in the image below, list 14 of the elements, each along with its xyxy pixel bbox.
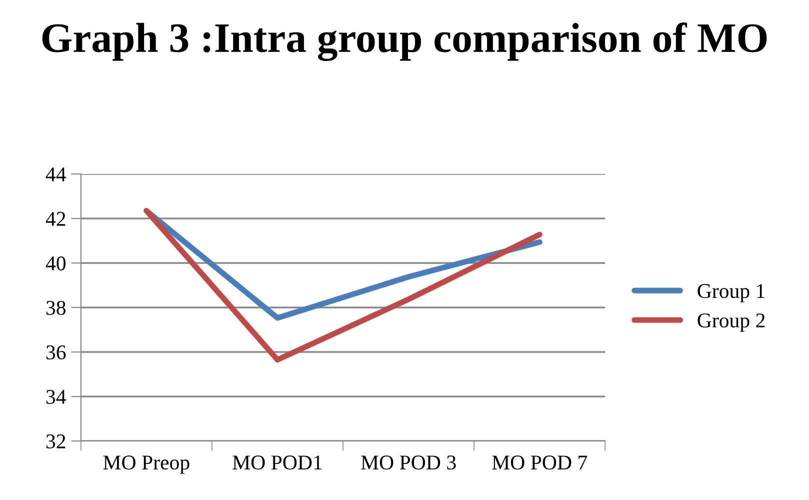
y-tick-label: 36 [46, 345, 66, 360]
legend-label: Group 1 [698, 284, 764, 302]
y-tick-label: 38 [46, 300, 66, 315]
y-tick-label: 40 [46, 256, 66, 270]
y-tick-label: 32 [46, 434, 66, 448]
x-tick-label: MO POD 3 [361, 456, 456, 470]
chart-title: Graph 3 :Intra group comparison of MO [42, 22, 767, 62]
y-tick-label: 44 [46, 168, 66, 182]
y-tick-label: 34 [46, 390, 66, 404]
y-tick-label: 42 [46, 212, 66, 226]
x-tick-label: MO POD1 [232, 456, 322, 470]
legend-label: Group 2 [698, 313, 765, 332]
x-tick-label: MO Preop [103, 456, 190, 474]
x-tick-label: MO POD 7 [492, 456, 588, 470]
